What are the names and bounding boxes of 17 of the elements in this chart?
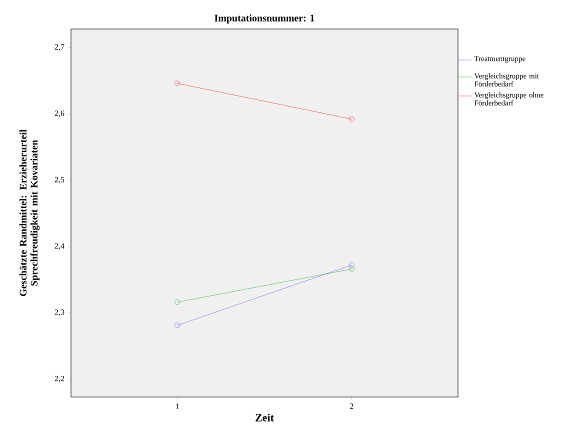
y-tick-label: 2,3 [54,310,64,316]
point [174,322,180,328]
point [348,262,354,268]
point [348,116,354,122]
point [348,266,354,272]
y-axis-title: Geschätzte Randmittel: Erzieherurteil Sprechfreudigkeit mit Kovariaten [19,130,40,296]
chart-title: Imputationsnummer: 1 [214,14,314,24]
point [174,80,180,86]
y-tick-label: 2,4 [54,243,64,250]
y-tick-label: 2,7 [54,44,64,51]
y-tick-label: 2,6 [54,110,64,118]
y-tick-label: 2,5 [54,176,64,184]
x-tick-label: 2 [350,404,354,409]
x-axis-title: Zeit [256,414,274,422]
y-tick-label: 2,2 [54,376,64,382]
point [174,299,180,305]
x-tick-label: 1 [176,404,179,409]
